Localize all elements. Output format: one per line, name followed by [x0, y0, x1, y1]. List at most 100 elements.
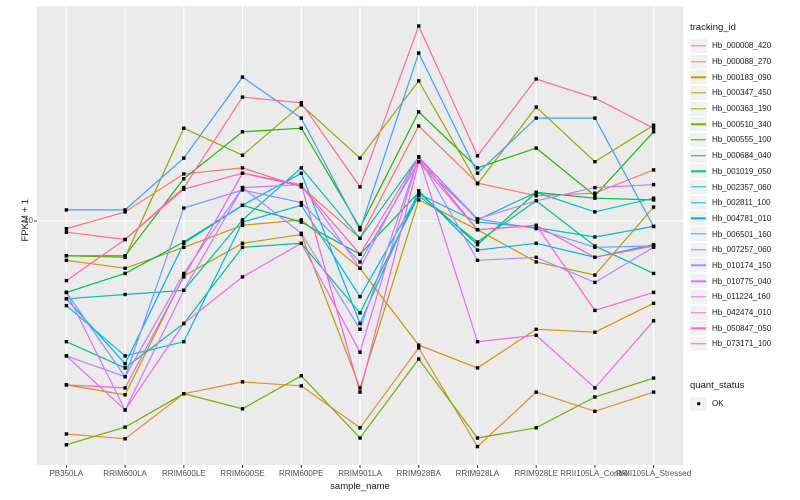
line-swatch-icon: [691, 233, 706, 235]
data-point: [417, 155, 421, 159]
data-point: [182, 206, 186, 210]
legend-key-swatch: [690, 227, 707, 242]
line-swatch-icon: [691, 76, 706, 78]
data-point: [182, 275, 186, 279]
data-point: [182, 288, 186, 292]
line-swatch-icon: [691, 217, 706, 220]
data-point: [123, 408, 127, 412]
data-point: [593, 235, 597, 239]
legend-entry: Hb_073171_100: [690, 336, 800, 352]
legend-key-swatch: [690, 321, 707, 336]
data-point: [534, 241, 538, 245]
legend-entry-label: Hb_002811_100: [712, 198, 771, 208]
data-point: [299, 184, 303, 188]
data-point: [651, 123, 656, 127]
data-point: [299, 220, 303, 224]
legend-key-swatch: [690, 70, 707, 85]
legend-entry: Hb_002811_100: [690, 195, 800, 211]
legend-entry-label: Hb_000347_450: [712, 88, 772, 98]
data-point: [123, 271, 127, 276]
data-point: [358, 311, 362, 315]
legend-key-swatch: [690, 85, 707, 100]
legend-key-swatch: [690, 38, 707, 53]
x-tick-label: RRIM928LE: [514, 469, 558, 478]
data-point: [240, 245, 245, 249]
data-point: [240, 166, 245, 170]
data-point: [417, 79, 421, 83]
data-point: [417, 160, 421, 164]
data-point: [240, 220, 245, 224]
data-point: [651, 319, 656, 323]
data-point: [123, 425, 127, 429]
legend-key-swatch: [690, 289, 707, 304]
data-point: [475, 248, 480, 252]
data-point: [64, 227, 69, 231]
data-point: [534, 105, 538, 109]
data-point: [240, 153, 245, 157]
data-point: [299, 231, 303, 235]
color-legend-entries: Hb_000008_420 Hb_000088_270 Hb_000183_090 H…: [690, 38, 800, 352]
data-point: [534, 194, 538, 198]
data-point: [417, 346, 421, 350]
data-point: [534, 146, 538, 150]
data-point: [358, 327, 362, 331]
data-point: [182, 185, 186, 190]
data-point: [358, 260, 362, 264]
data-point: [123, 362, 127, 366]
data-point: [64, 290, 69, 295]
legend-key-swatch: [690, 132, 707, 147]
line-swatch-icon: [691, 45, 706, 47]
legend-key-swatch: [690, 148, 707, 163]
data-point: [240, 241, 245, 245]
data-point: [299, 101, 303, 105]
legend-entry: Hb_000510_340: [690, 116, 800, 132]
data-point: [593, 255, 597, 259]
legend-entry: Hb_000363_190: [690, 101, 800, 117]
data-point: [299, 171, 303, 175]
data-point: [358, 185, 362, 189]
x-tick-label: RRIM600PE: [279, 469, 324, 478]
legend-entry-label: Hb_000555_100: [712, 135, 772, 145]
data-point: [64, 340, 69, 344]
line-swatch-icon: [691, 264, 706, 267]
legend-entry: Hb_011224_160: [690, 289, 800, 305]
line-swatch-icon: [691, 60, 706, 63]
legend-key-swatch: [690, 336, 707, 351]
data-point: [299, 116, 303, 120]
data-point: [593, 116, 597, 120]
data-point: [593, 273, 597, 277]
data-point: [475, 240, 480, 244]
line-swatch-icon: [691, 139, 706, 141]
data-point: [651, 205, 656, 209]
legend-entry: Hb_006501_160: [690, 226, 800, 242]
legend-entry: Hb_007257_060: [690, 242, 800, 258]
legend-entry-label: Hb_000183_090: [712, 72, 772, 82]
data-point: [475, 154, 480, 158]
legend-key-swatch: [690, 274, 707, 289]
data-point: [475, 340, 480, 344]
data-point: [593, 395, 597, 399]
data-point: [299, 374, 303, 378]
y-tick-label: 10: [24, 216, 33, 225]
shape-legend-title: quant_status: [690, 379, 745, 391]
data-point: [534, 333, 538, 337]
data-point: [240, 95, 245, 99]
data-point: [299, 166, 303, 170]
data-point: [64, 208, 69, 212]
data-point: [123, 208, 127, 212]
legend-entry-label: Hb_001019_050: [712, 166, 772, 176]
data-point: [593, 196, 597, 200]
data-point: [182, 321, 186, 326]
line-swatch-icon: [691, 123, 706, 125]
legend-key-swatch: [690, 211, 707, 226]
data-point: [123, 366, 127, 370]
data-point: [299, 384, 303, 388]
data-point: [651, 301, 656, 305]
data-point: [358, 252, 362, 256]
legend-entry: Hb_001019_050: [690, 164, 800, 180]
data-point: [475, 444, 480, 449]
line-swatch-icon: [691, 202, 706, 204]
legend-entry-label: OK: [712, 399, 724, 409]
data-point: [534, 426, 538, 430]
